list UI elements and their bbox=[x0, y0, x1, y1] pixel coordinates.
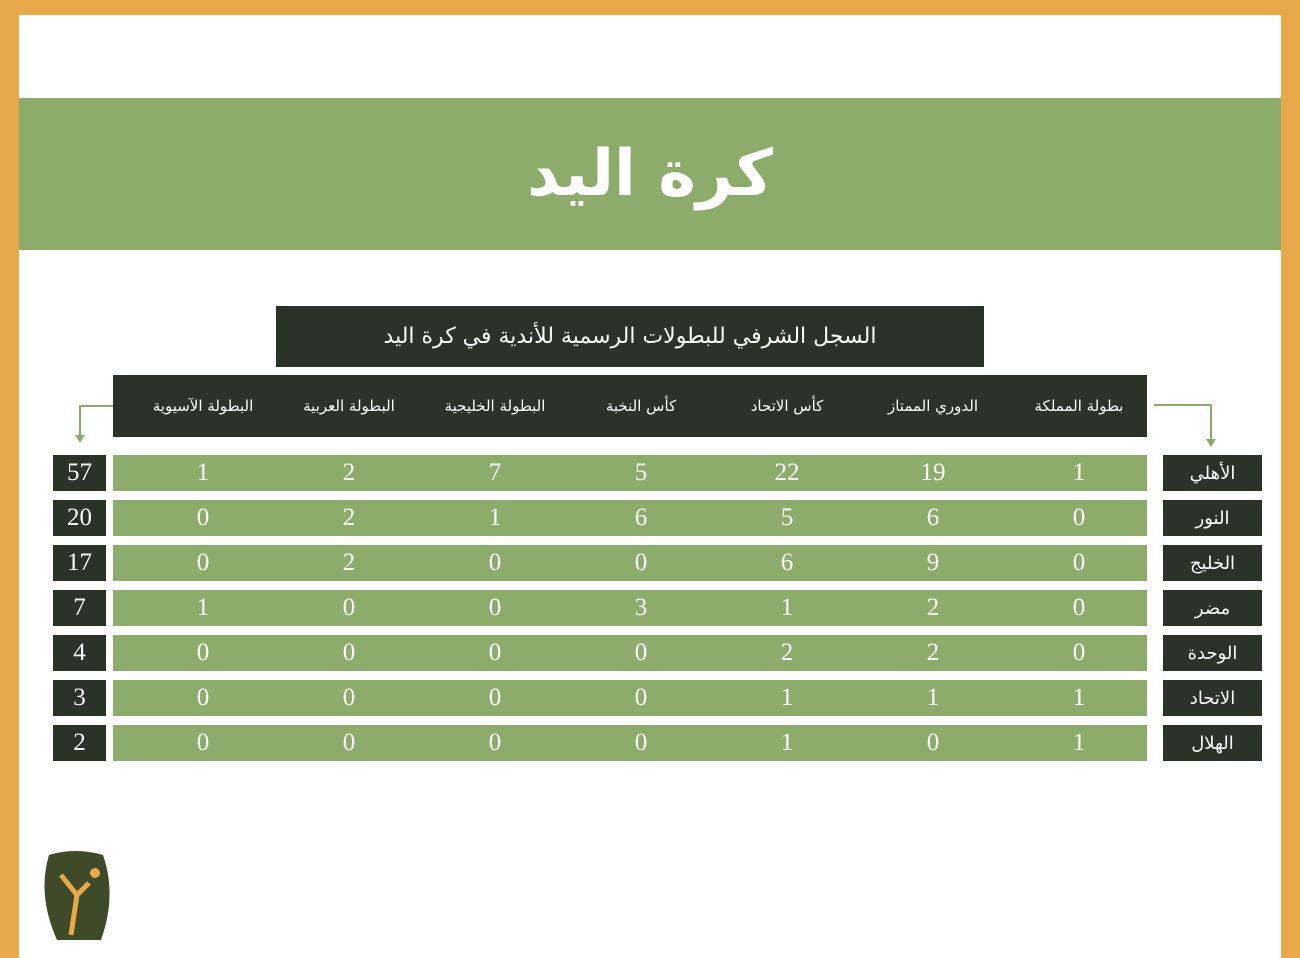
cell-value: 6 bbox=[926, 504, 940, 531]
table-caption: السجل الشرفي للبطولات الرسمية للأندية في… bbox=[276, 306, 984, 367]
total: 4 bbox=[53, 635, 106, 671]
cell-value: 1 bbox=[780, 594, 794, 621]
cell-value: 0 bbox=[196, 684, 210, 711]
banner-title: كرة اليد bbox=[19, 98, 1281, 250]
cell-value: 2 bbox=[342, 504, 356, 531]
cell-value: 6 bbox=[634, 504, 648, 531]
cell-value: 3 bbox=[634, 594, 648, 621]
cell-value: 9 bbox=[926, 549, 940, 576]
cell-value: 0 bbox=[488, 594, 502, 621]
cell-value: 5 bbox=[780, 504, 794, 531]
cell-value: 2 bbox=[780, 639, 794, 666]
row-band bbox=[113, 455, 1147, 491]
column-header: الدوري الممتاز bbox=[887, 397, 979, 415]
cell-value: 0 bbox=[488, 684, 502, 711]
column-header: كأس الاتحاد bbox=[750, 397, 824, 415]
cell-value: 0 bbox=[196, 504, 210, 531]
cell-value: 0 bbox=[926, 729, 940, 756]
cell-value: 1 bbox=[780, 729, 794, 756]
column-header: البطولة الآسيوية bbox=[152, 397, 254, 415]
cell-value: 0 bbox=[196, 549, 210, 576]
cell-value: 19 bbox=[920, 459, 946, 486]
cell-value: 0 bbox=[1072, 594, 1086, 621]
team-label: الهلال bbox=[1163, 725, 1262, 761]
cell-value: 2 bbox=[926, 639, 940, 666]
cell-value: 0 bbox=[196, 639, 210, 666]
team-label: مضر bbox=[1163, 590, 1262, 626]
logo-figure bbox=[59, 873, 91, 936]
cell-value: 0 bbox=[488, 729, 502, 756]
column-header: بطولة المملكة bbox=[1034, 397, 1124, 415]
cell-value: 0 bbox=[488, 549, 502, 576]
row-band bbox=[113, 635, 1147, 671]
cell-value: 1 bbox=[196, 459, 210, 486]
row-band bbox=[113, 680, 1147, 716]
logo-head bbox=[90, 868, 100, 878]
cell-value: 0 bbox=[634, 684, 648, 711]
total: 57 bbox=[53, 455, 106, 491]
team-label: الوحدة bbox=[1163, 635, 1262, 671]
cell-value: 1 bbox=[926, 684, 940, 711]
total: 3 bbox=[53, 680, 106, 716]
cell-value: 0 bbox=[342, 639, 356, 666]
total: 17 bbox=[53, 545, 106, 581]
cell-value: 7 bbox=[488, 459, 502, 486]
cell-value: 1 bbox=[1072, 459, 1086, 486]
cell-value: 1 bbox=[196, 594, 210, 621]
column-header: البطولة الخليجية bbox=[444, 397, 546, 415]
cell-value: 0 bbox=[634, 729, 648, 756]
team-label: الاتحاد bbox=[1163, 680, 1262, 716]
cell-value: 0 bbox=[1072, 504, 1086, 531]
cell-value: 0 bbox=[342, 729, 356, 756]
cell-value: 0 bbox=[488, 639, 502, 666]
total: 20 bbox=[53, 500, 106, 536]
row-band bbox=[113, 545, 1147, 581]
decor bbox=[44, 404, 1216, 940]
cell-value: 1 bbox=[1072, 684, 1086, 711]
cell-value: 1 bbox=[1072, 729, 1086, 756]
team-label: الخليج bbox=[1163, 545, 1262, 581]
cell-value: 0 bbox=[342, 594, 356, 621]
cell-value: 1 bbox=[488, 504, 502, 531]
cell-value: 2 bbox=[342, 549, 356, 576]
cell-value: 0 bbox=[1072, 549, 1086, 576]
arrow bbox=[1154, 404, 1212, 443]
arrow bbox=[79, 405, 113, 439]
cell-value: 0 bbox=[634, 549, 648, 576]
total: 2 bbox=[53, 725, 106, 761]
row-band bbox=[113, 500, 1147, 536]
arrow-head bbox=[75, 435, 85, 443]
total: 7 bbox=[53, 590, 106, 626]
canvas: كرة اليد السجل الشرفي للبطولات الرسمية ل… bbox=[19, 15, 1281, 958]
cell-value: 22 bbox=[774, 459, 800, 486]
cell-value: 0 bbox=[634, 639, 648, 666]
cell-value: 0 bbox=[342, 684, 356, 711]
cell-value: 6 bbox=[780, 549, 794, 576]
cell-value: 0 bbox=[1072, 639, 1086, 666]
team-label: النور bbox=[1163, 500, 1262, 536]
cell-value: 2 bbox=[342, 459, 356, 486]
column-header: البطولة العربية bbox=[303, 397, 395, 415]
team-label: الأهلي bbox=[1163, 455, 1262, 491]
cell-value: 5 bbox=[634, 459, 648, 486]
arrow-head bbox=[1206, 439, 1216, 447]
cell-value: 1 bbox=[780, 684, 794, 711]
row-band bbox=[113, 590, 1147, 626]
cell-value: 0 bbox=[196, 729, 210, 756]
header-row bbox=[113, 375, 1147, 437]
row-band bbox=[113, 725, 1147, 761]
column-header: كأس النخبة bbox=[605, 397, 677, 415]
cell-value: 2 bbox=[926, 594, 940, 621]
